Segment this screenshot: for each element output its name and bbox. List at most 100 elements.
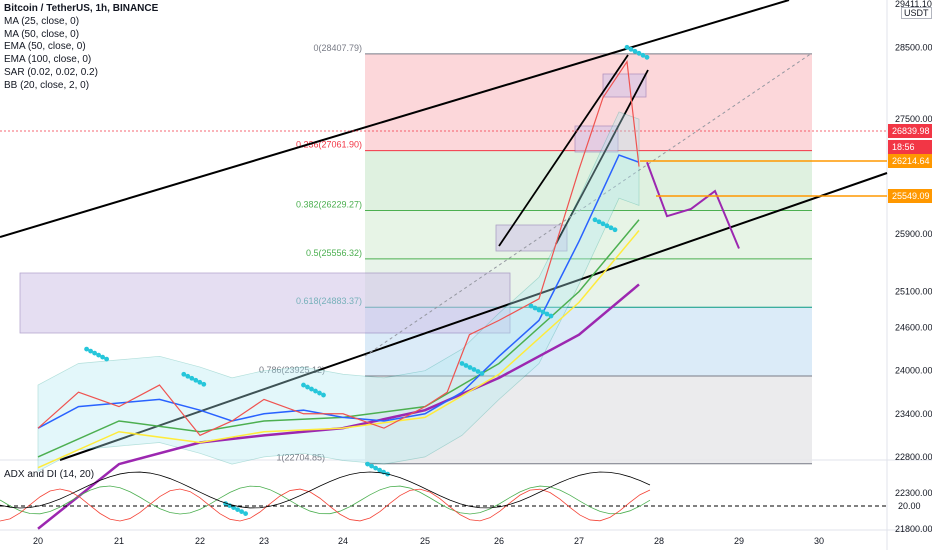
fib-level-label: 0.382(26229.27) xyxy=(296,199,362,209)
sar-dot xyxy=(600,221,606,227)
price-tick-label: 24000.00 xyxy=(895,366,932,376)
sar-dot xyxy=(596,219,602,225)
legend-ema50[interactable]: EMA (50, close, 0) xyxy=(4,41,86,53)
channel-lower-line xyxy=(59,172,888,461)
price-tag xyxy=(888,140,932,154)
price-tag-label: 26839.98 xyxy=(892,126,930,136)
sar-dot xyxy=(321,392,326,398)
sar-dot xyxy=(104,356,109,362)
sar-dot xyxy=(540,309,546,315)
adx-legend[interactable]: ADX and DI (14, 20) xyxy=(4,469,95,480)
sar-dot xyxy=(548,313,554,319)
fib-level-label: 0(28407.79) xyxy=(313,43,362,53)
sar-dot xyxy=(88,348,93,354)
time-tick-label: 23 xyxy=(259,536,269,546)
sar-dot xyxy=(365,461,370,467)
legend-symbol[interactable]: Bitcoin / TetherUS, 1h, BINANCE xyxy=(4,3,159,14)
legend-ma50[interactable]: MA (50, close, 0) xyxy=(4,28,80,40)
fib-level-label: 0.5(25556.32) xyxy=(306,248,362,258)
fib-trend-dashed xyxy=(364,52,813,357)
price-tick-label: 22800.00 xyxy=(895,452,932,462)
adx-tick-label: 20.00 xyxy=(898,501,921,511)
sar-dot xyxy=(536,307,542,313)
sar-dot xyxy=(100,354,105,360)
fib-level-label: 1(22704.85) xyxy=(276,453,325,463)
ma25-line xyxy=(37,154,640,429)
price-tick-label: 28500.00 xyxy=(895,42,932,52)
sar-dot xyxy=(471,367,477,372)
price-tick-label: 29411.10 xyxy=(895,0,932,9)
price-tick-label: 27500.00 xyxy=(895,114,932,124)
consolidation-box xyxy=(602,73,647,98)
rising-wedge-lower xyxy=(555,69,649,245)
sar-dot xyxy=(309,386,314,392)
sar-dot xyxy=(305,384,310,390)
price-tick-label: 21800.00 xyxy=(895,524,932,534)
time-tick-label: 26 xyxy=(494,536,504,546)
time-tick-label: 30 xyxy=(814,536,824,546)
adx-line xyxy=(0,471,651,509)
time-tick-label: 20 xyxy=(33,536,43,546)
sar-dot xyxy=(644,54,650,60)
time-tick-label: 25 xyxy=(420,536,430,546)
sar-dot xyxy=(528,303,534,309)
price-tag xyxy=(888,189,932,203)
sar-dot xyxy=(463,363,469,368)
time-tick-label: 27 xyxy=(574,536,584,546)
price-tag-label: 18:56 xyxy=(892,142,915,152)
sar-dot xyxy=(459,361,465,366)
channel-upper-line xyxy=(0,0,790,238)
sar-dot xyxy=(632,48,638,54)
sar-dot xyxy=(185,373,191,379)
fib-level-label: 0.236(27061.90) xyxy=(296,140,362,150)
time-tick-label: 21 xyxy=(114,536,124,546)
time-tick-label: 28 xyxy=(654,536,664,546)
price-tick-label: 25100.00 xyxy=(895,287,932,297)
sar-dot xyxy=(475,369,481,374)
price-tag xyxy=(888,154,932,168)
legend-ma25[interactable]: MA (25, close, 0) xyxy=(4,15,80,27)
sar-dot xyxy=(544,311,550,317)
sar-dot xyxy=(604,223,610,229)
sar-dot xyxy=(467,365,473,370)
legend-ema100[interactable]: EMA (100, close, 0) xyxy=(4,54,92,66)
legend-sar[interactable]: SAR (0.02, 0.02, 0.2) xyxy=(4,66,98,78)
sar-dot xyxy=(197,379,203,385)
legend-bb[interactable]: BB (20, close, 2, 0) xyxy=(4,79,90,91)
price-line xyxy=(37,59,640,437)
sar-dot xyxy=(369,463,374,469)
sar-dot xyxy=(84,346,89,352)
sar-dot xyxy=(628,46,634,52)
sar-dot xyxy=(636,50,642,56)
sar-dot xyxy=(612,227,618,233)
sar-dot xyxy=(624,44,630,50)
fib-zone xyxy=(365,210,812,259)
sar-dot xyxy=(193,377,199,383)
sar-dot xyxy=(92,350,97,356)
fib-zone xyxy=(365,376,812,464)
sar-dot xyxy=(377,467,382,473)
sar-dot xyxy=(96,352,101,358)
price-tag-label: 25549.09 xyxy=(892,191,930,201)
fib-level-label: 0.786(23925.12) xyxy=(259,365,325,375)
sar-dot xyxy=(640,52,646,58)
time-tick-label: 24 xyxy=(338,536,348,546)
sar-dot xyxy=(608,225,614,231)
rising-wedge-upper xyxy=(498,54,629,247)
legend: Bitcoin / TetherUS, 1h, BINANCE MA (25, … xyxy=(4,3,158,93)
price-tick-label: 23400.00 xyxy=(895,409,932,419)
price-tag-label: 26214.64 xyxy=(892,156,930,166)
consolidation-box xyxy=(19,272,511,334)
sar-dot xyxy=(235,507,241,513)
currency-badge[interactable]: USDT xyxy=(901,7,932,19)
sar-dot xyxy=(243,511,249,517)
sar-dot xyxy=(479,371,485,376)
sar-dot xyxy=(239,509,245,515)
sar-dot xyxy=(317,390,322,396)
di-minus-line xyxy=(0,488,651,522)
ma50-line xyxy=(37,230,640,469)
price-tag xyxy=(888,124,932,138)
time-tick-label: 22 xyxy=(195,536,205,546)
